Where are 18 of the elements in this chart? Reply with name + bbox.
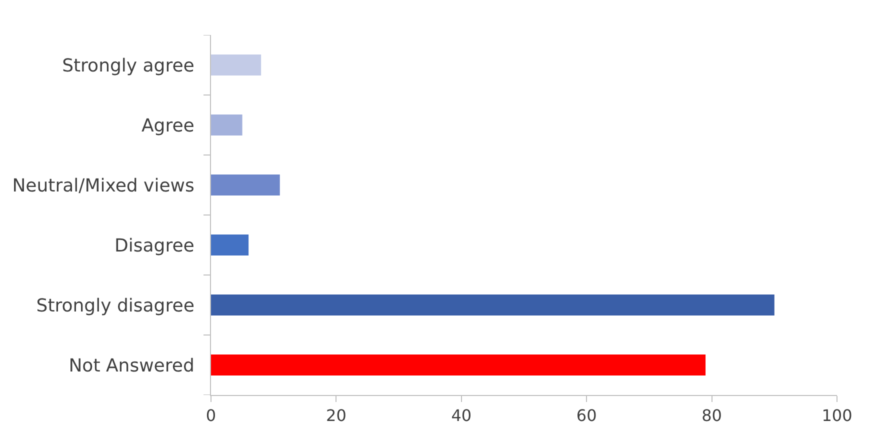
x-tick-label: 40 xyxy=(451,406,472,426)
x-tick-label: 20 xyxy=(326,406,346,426)
y-tick-label: Strongly disagree xyxy=(36,295,194,316)
x-tick-label: 100 xyxy=(822,406,852,426)
x-tick-label: 80 xyxy=(702,406,722,426)
y-tick-label: Neutral/Mixed views xyxy=(12,175,194,196)
bar xyxy=(211,174,280,196)
x-tick-label: 0 xyxy=(206,406,216,426)
bar xyxy=(211,354,706,376)
y-tick-label: Agree xyxy=(141,115,194,136)
bar xyxy=(211,234,249,256)
y-tick-label: Not Answered xyxy=(68,355,194,376)
bar xyxy=(211,114,242,136)
x-tick-label: 60 xyxy=(576,406,597,426)
y-tick-label: Disagree xyxy=(114,235,194,256)
bar xyxy=(211,54,262,76)
bar xyxy=(211,294,774,316)
y-tick-label: Strongly agree xyxy=(62,55,194,76)
